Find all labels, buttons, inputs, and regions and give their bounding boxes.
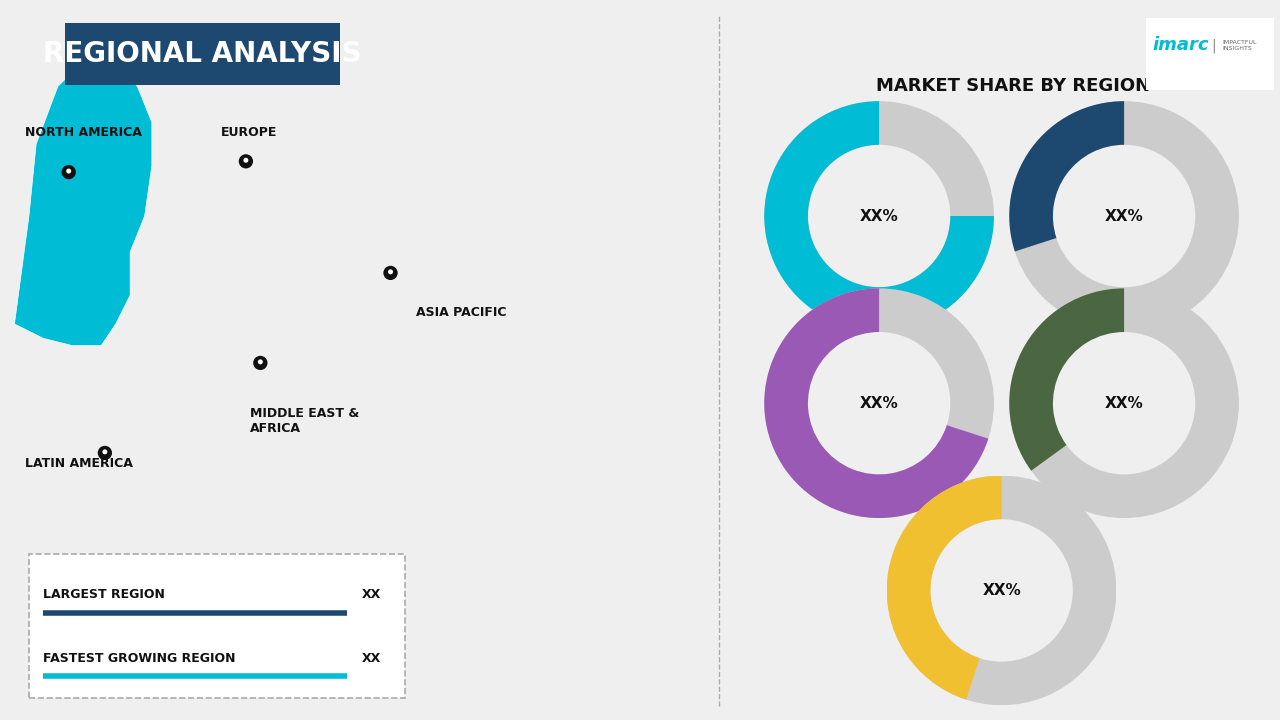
Text: XX%: XX% <box>1105 209 1143 223</box>
Polygon shape <box>256 364 265 368</box>
Text: EUROPE: EUROPE <box>220 126 276 139</box>
Text: imarc: imarc <box>1152 36 1208 55</box>
Wedge shape <box>1009 102 1239 331</box>
Circle shape <box>243 158 248 163</box>
Wedge shape <box>764 289 988 518</box>
Polygon shape <box>241 162 251 166</box>
Text: ASIA PACIFIC: ASIA PACIFIC <box>416 306 507 319</box>
Text: |: | <box>1211 38 1216 53</box>
Polygon shape <box>385 274 396 278</box>
Wedge shape <box>887 475 1001 700</box>
Text: MIDDLE EAST &
AFRICA: MIDDLE EAST & AFRICA <box>250 407 358 435</box>
Text: LARGEST REGION: LARGEST REGION <box>44 588 165 601</box>
Text: XX: XX <box>361 588 381 601</box>
Text: LATIN AMERICA: LATIN AMERICA <box>26 457 133 470</box>
Polygon shape <box>14 58 152 346</box>
Text: XX: XX <box>361 652 381 665</box>
Text: MARKET SHARE BY REGION: MARKET SHARE BY REGION <box>876 77 1149 95</box>
Text: FASTEST GROWING REGION: FASTEST GROWING REGION <box>44 652 236 665</box>
Circle shape <box>257 359 262 364</box>
Circle shape <box>384 266 398 280</box>
Circle shape <box>97 446 113 460</box>
Wedge shape <box>1009 289 1239 518</box>
FancyBboxPatch shape <box>1146 18 1274 90</box>
Polygon shape <box>64 173 73 177</box>
Text: XX%: XX% <box>1105 396 1143 410</box>
Circle shape <box>102 449 108 454</box>
FancyBboxPatch shape <box>65 23 340 84</box>
Circle shape <box>61 165 76 179</box>
Wedge shape <box>1009 289 1124 471</box>
Text: NORTH AMERICA: NORTH AMERICA <box>26 126 142 139</box>
Circle shape <box>253 356 268 370</box>
Wedge shape <box>764 289 995 518</box>
Polygon shape <box>100 454 110 458</box>
Wedge shape <box>764 102 995 330</box>
Text: XX%: XX% <box>860 209 899 223</box>
Circle shape <box>239 154 253 168</box>
Text: REGIONAL ANALYSIS: REGIONAL ANALYSIS <box>44 40 362 68</box>
Wedge shape <box>764 102 995 331</box>
Wedge shape <box>1009 102 1124 251</box>
Text: IMPACTFUL
INSIGHTS: IMPACTFUL INSIGHTS <box>1222 40 1257 51</box>
Wedge shape <box>887 475 1116 706</box>
Text: XX%: XX% <box>982 583 1021 598</box>
Circle shape <box>388 269 393 274</box>
Text: XX%: XX% <box>860 396 899 410</box>
FancyBboxPatch shape <box>29 554 404 698</box>
Circle shape <box>67 168 72 174</box>
